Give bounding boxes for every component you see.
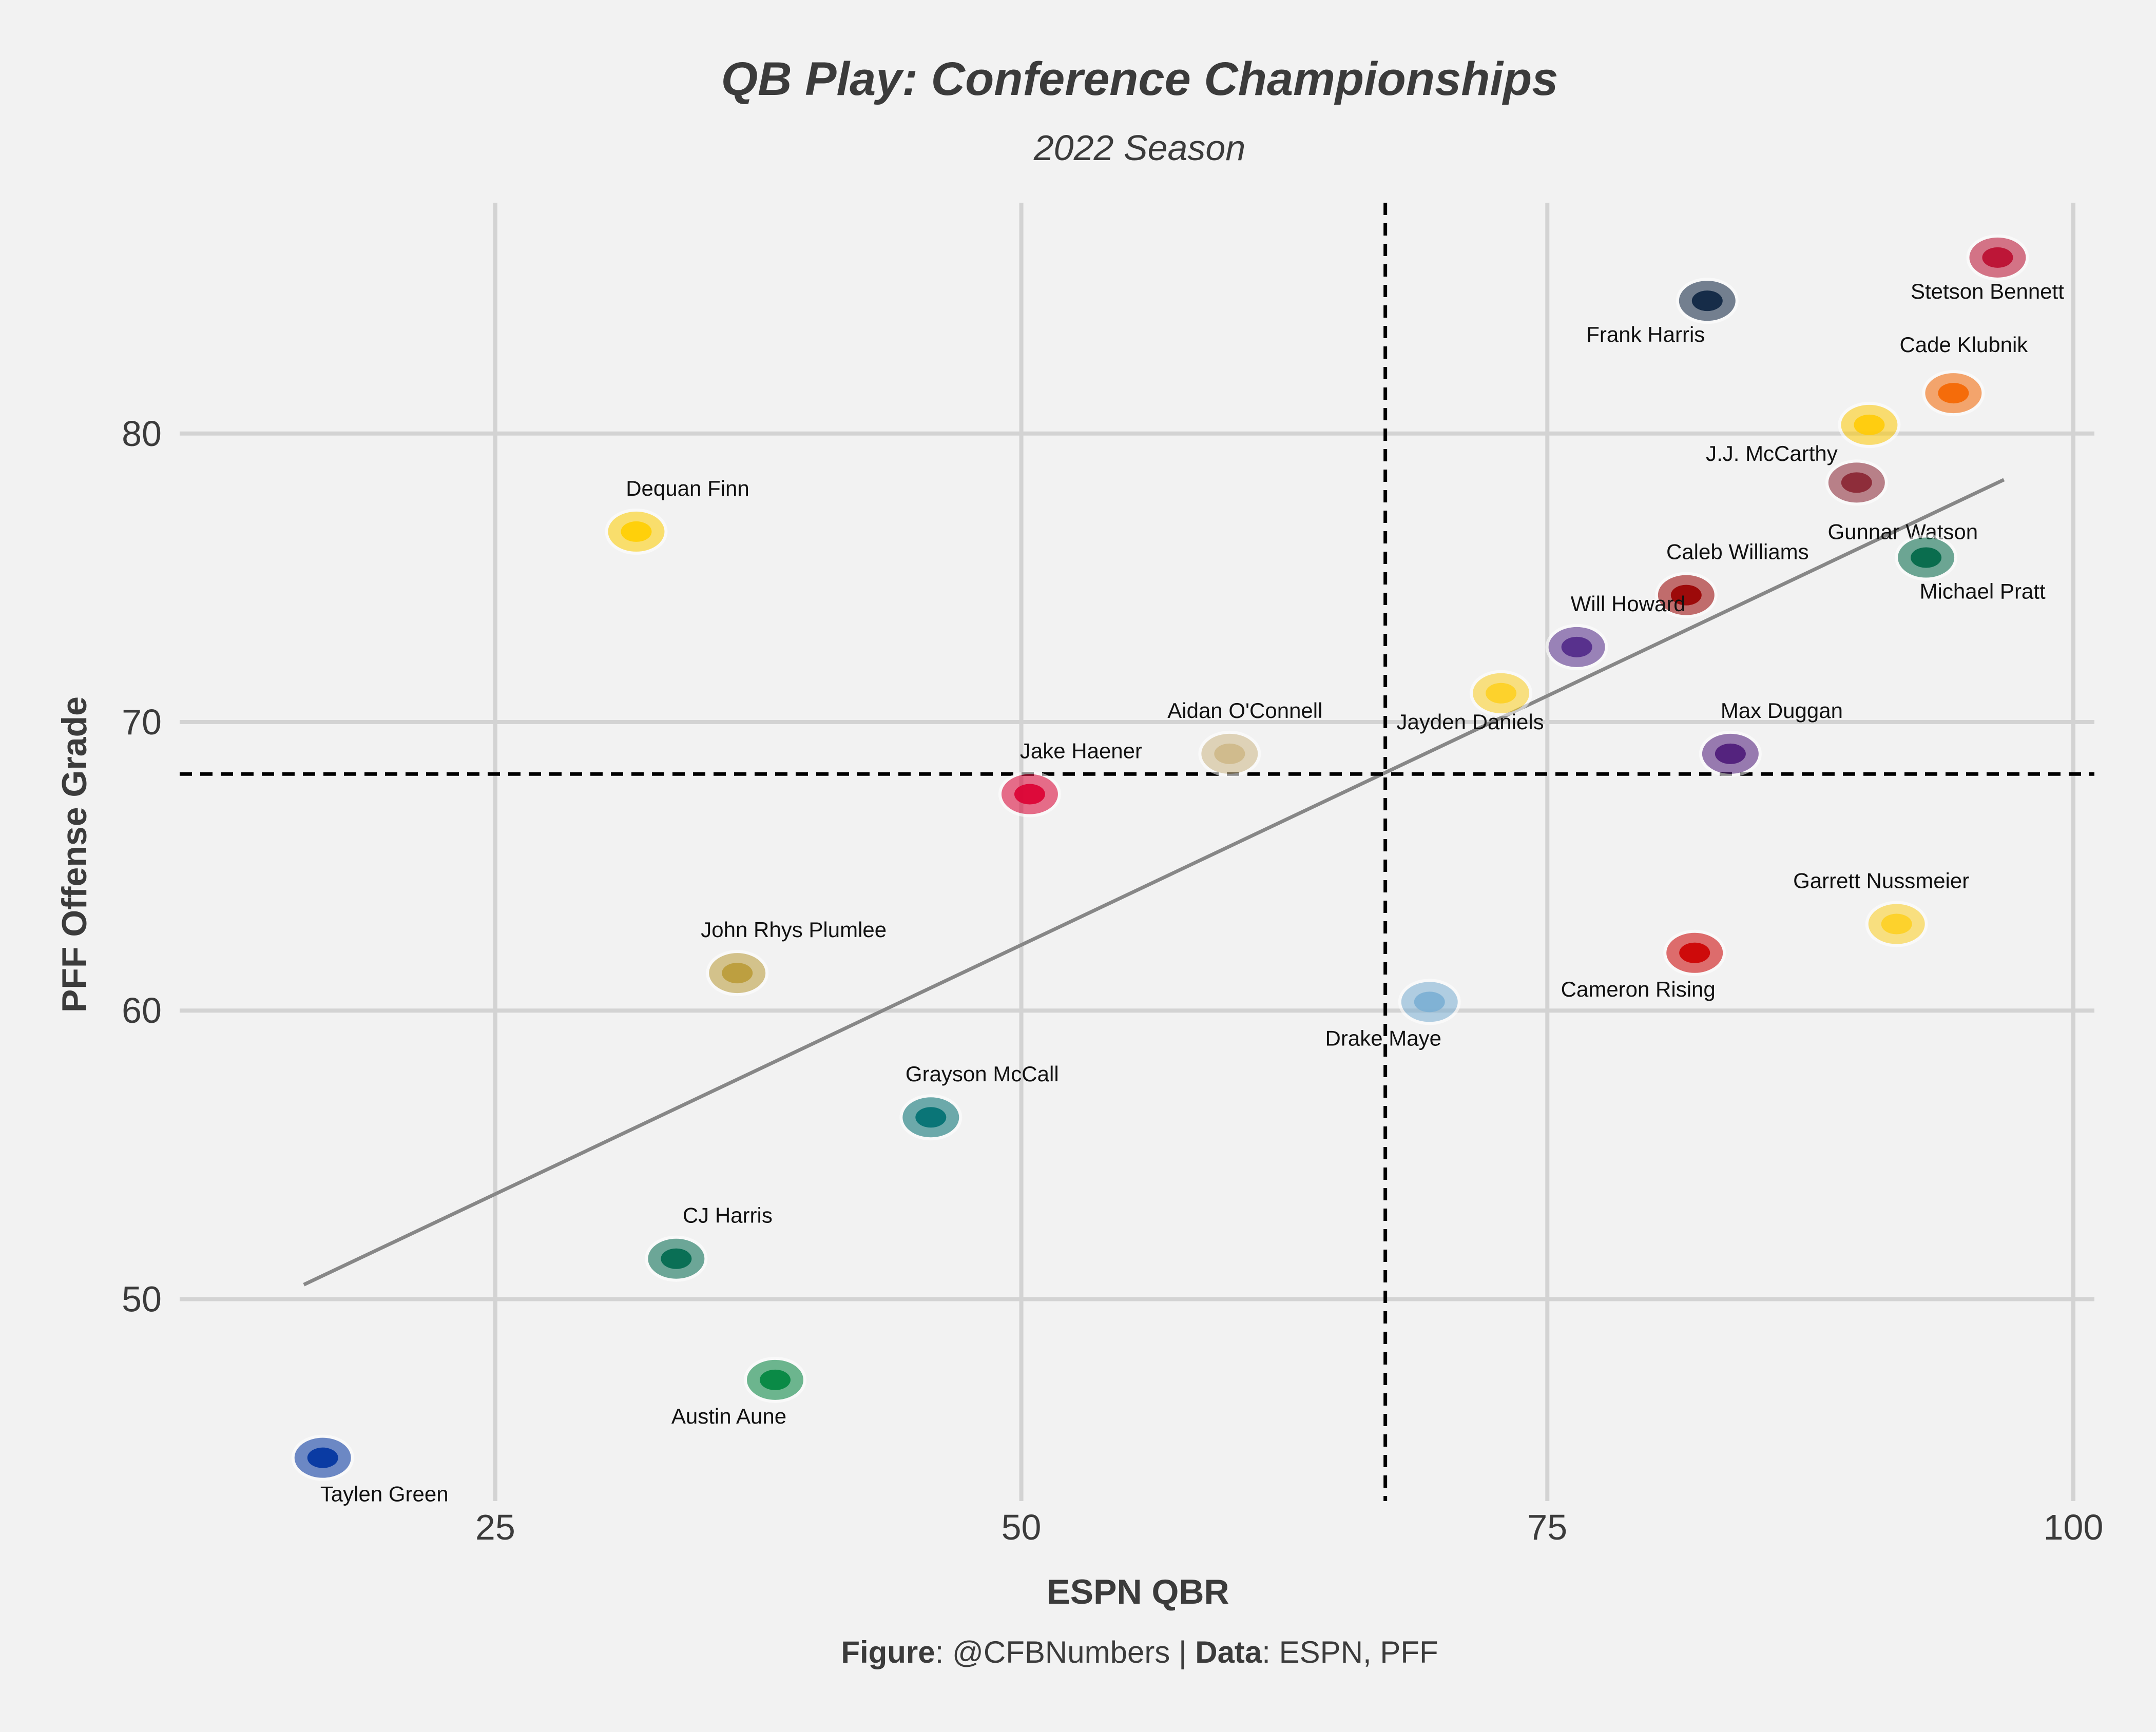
team-marker-core bbox=[1014, 784, 1045, 805]
team-marker-core bbox=[1881, 913, 1912, 935]
point-label: Garrett Nussmeier bbox=[1793, 869, 1969, 893]
tulane-wave-logo bbox=[1895, 534, 1958, 581]
point-label: Drake Maye bbox=[1325, 1026, 1441, 1050]
point-label: Jake Haener bbox=[1020, 739, 1142, 763]
ohio-bobcat-logo bbox=[645, 1235, 708, 1282]
point-label: Dequan Finn bbox=[626, 476, 749, 500]
point-label: Stetson Bennett bbox=[1911, 279, 2064, 303]
team-marker-core bbox=[1982, 247, 2013, 268]
point-label: Will Howard bbox=[1571, 592, 1686, 616]
team-marker-core bbox=[1670, 585, 1702, 606]
data-points: Stetson Bennett Frank Harris Cade Klubnik J… bbox=[291, 234, 2064, 1506]
team-marker-core bbox=[915, 1107, 947, 1128]
point-label: Austin Aune bbox=[671, 1404, 786, 1428]
x-tick-label: 50 bbox=[1002, 1507, 1042, 1547]
point-label: Frank Harris bbox=[1586, 322, 1705, 346]
x-axis-title: ESPN QBR bbox=[1047, 1572, 1229, 1611]
point-label: Caleb Williams bbox=[1666, 540, 1809, 564]
point-label: Cameron Rising bbox=[1561, 977, 1716, 1001]
point-label: J.J. McCarthy bbox=[1706, 441, 1838, 465]
team-marker-core bbox=[1841, 472, 1872, 493]
trend-line-layer bbox=[303, 478, 2005, 1287]
team-marker-core bbox=[307, 1447, 338, 1468]
team-marker-core bbox=[1911, 547, 1942, 568]
utsa-roadrunner-logo bbox=[1676, 278, 1739, 324]
y-tick-label: 60 bbox=[122, 990, 162, 1030]
point-label: Taylen Green bbox=[320, 1482, 449, 1506]
team-marker-core bbox=[1938, 383, 1969, 404]
point-label: Jayden Daniels bbox=[1397, 710, 1544, 734]
point-label: John Rhys Plumlee bbox=[701, 918, 887, 942]
utah-u-logo bbox=[1663, 929, 1726, 976]
usc-sc-logo bbox=[1654, 572, 1718, 618]
michigan-m-logo bbox=[1838, 401, 1901, 448]
point-label: Grayson McCall bbox=[906, 1062, 1059, 1086]
caption-figure-text: : @CFBNumbers | bbox=[935, 1635, 1196, 1669]
coastal-chanticleer-logo bbox=[899, 1094, 962, 1141]
chart-title: QB Play: Conference Championships bbox=[721, 53, 1558, 105]
fresno-bulldog-logo bbox=[998, 771, 1061, 818]
mean-lines bbox=[180, 203, 2094, 1501]
team-marker-core bbox=[661, 1248, 692, 1269]
y-tick-label: 50 bbox=[122, 1279, 162, 1319]
caption-figure-label: Figure bbox=[841, 1635, 935, 1669]
point-label: Max Duggan bbox=[1721, 698, 1843, 723]
y-tick-label: 70 bbox=[122, 702, 162, 742]
team-marker-core bbox=[1414, 991, 1445, 1013]
point-label: Aidan O'Connell bbox=[1167, 698, 1322, 723]
x-tick-label: 75 bbox=[1527, 1507, 1567, 1547]
team-marker-core bbox=[1679, 942, 1710, 963]
point-label: Cade Klubnik bbox=[1899, 333, 2028, 357]
y-tick-label: 80 bbox=[122, 414, 162, 454]
tcu-wordmark-logo bbox=[1699, 730, 1762, 777]
point-label: Gunnar Watson bbox=[1828, 519, 1978, 543]
team-marker-core bbox=[621, 521, 652, 542]
team-marker-core bbox=[1214, 743, 1245, 764]
tick-labels: 25 50 75 100 50 60 70 80 bbox=[122, 414, 2103, 1547]
team-marker-core bbox=[1715, 743, 1746, 764]
x-tick-label: 100 bbox=[2044, 1507, 2104, 1547]
chart-subtitle: 2022 Season bbox=[1033, 128, 1246, 168]
team-marker-core bbox=[1854, 414, 1885, 435]
team-marker-core bbox=[1691, 290, 1723, 312]
lsu-wordmark-logo bbox=[1865, 901, 1928, 947]
team-marker-core bbox=[759, 1369, 791, 1390]
team-marker-core bbox=[1561, 636, 1592, 657]
y-axis-title: PFF Offense Grade bbox=[55, 696, 94, 1013]
troy-t-logo bbox=[1825, 459, 1888, 506]
georgia-g-logo bbox=[1966, 234, 2029, 281]
ucf-wordmark-logo bbox=[706, 950, 769, 997]
boise-bronco-logo bbox=[291, 1434, 354, 1481]
point-label: Michael Pratt bbox=[1920, 579, 2046, 604]
toledo-wordmark-logo bbox=[605, 508, 668, 555]
purdue-p-logo bbox=[1198, 730, 1261, 777]
x-tick-label: 25 bbox=[475, 1507, 515, 1547]
clemson-paw-logo bbox=[1922, 370, 1985, 417]
team-marker-core bbox=[1486, 683, 1517, 704]
unt-wordmark-logo bbox=[743, 1356, 806, 1403]
team-marker-core bbox=[722, 963, 753, 984]
grid-lines bbox=[180, 203, 2094, 1501]
lsu-wordmark-logo bbox=[1470, 670, 1533, 716]
chart-caption: Figure: @CFBNumbers | Data: ESPN, PFF bbox=[841, 1635, 1438, 1669]
point-label: CJ Harris bbox=[683, 1203, 773, 1228]
caption-data-text: : ESPN, PFF bbox=[1262, 1635, 1438, 1669]
caption-data-label: Data bbox=[1195, 1635, 1262, 1669]
trend-line bbox=[303, 478, 2005, 1287]
unc-nc-logo bbox=[1398, 979, 1461, 1025]
kstate-wildcat-logo bbox=[1545, 624, 1608, 670]
